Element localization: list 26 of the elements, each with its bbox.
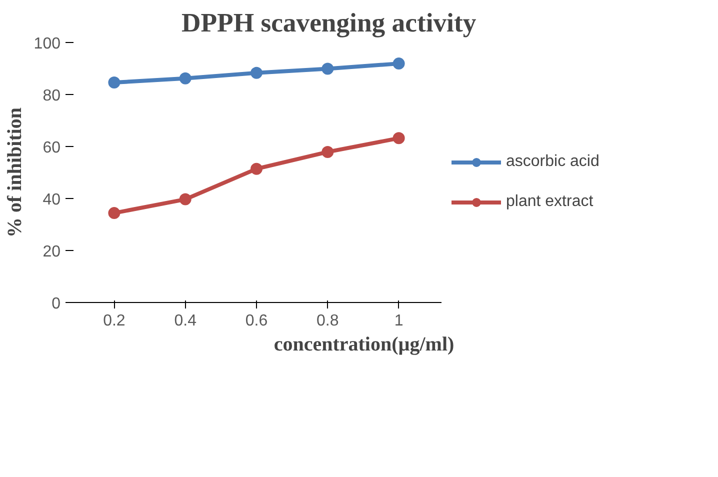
chart-title: DPPH scavenging activity — [182, 8, 477, 38]
x-axis-title: concentration(µg/ml) — [274, 334, 454, 356]
point — [108, 76, 120, 89]
y-tick-label: 40 — [42, 192, 61, 208]
x-tick-label: 0.6 — [245, 312, 268, 330]
x-tick-label: 0.8 — [316, 312, 339, 330]
y-tick-label: 0 — [52, 296, 61, 312]
point — [392, 132, 405, 144]
point — [250, 66, 262, 79]
point — [108, 207, 120, 220]
point — [179, 193, 192, 206]
y-tick-label: 20 — [42, 244, 61, 260]
y-tick-label: 100 — [34, 36, 61, 52]
legend-label: plant extract — [506, 193, 594, 211]
x-tick-label: 1 — [394, 312, 404, 330]
point — [250, 162, 262, 175]
x-tick-label: 0.2 — [103, 312, 126, 330]
legend-label: ascorbic acid — [506, 153, 600, 171]
y-tick-label: 60 — [42, 140, 61, 156]
point — [322, 62, 334, 75]
y-tick-label: 80 — [42, 88, 61, 104]
x-tick-label: 0.4 — [174, 312, 197, 330]
y-axis-title: % of inhibition — [4, 107, 26, 238]
point — [179, 72, 192, 84]
point — [392, 58, 405, 70]
point — [322, 146, 334, 158]
